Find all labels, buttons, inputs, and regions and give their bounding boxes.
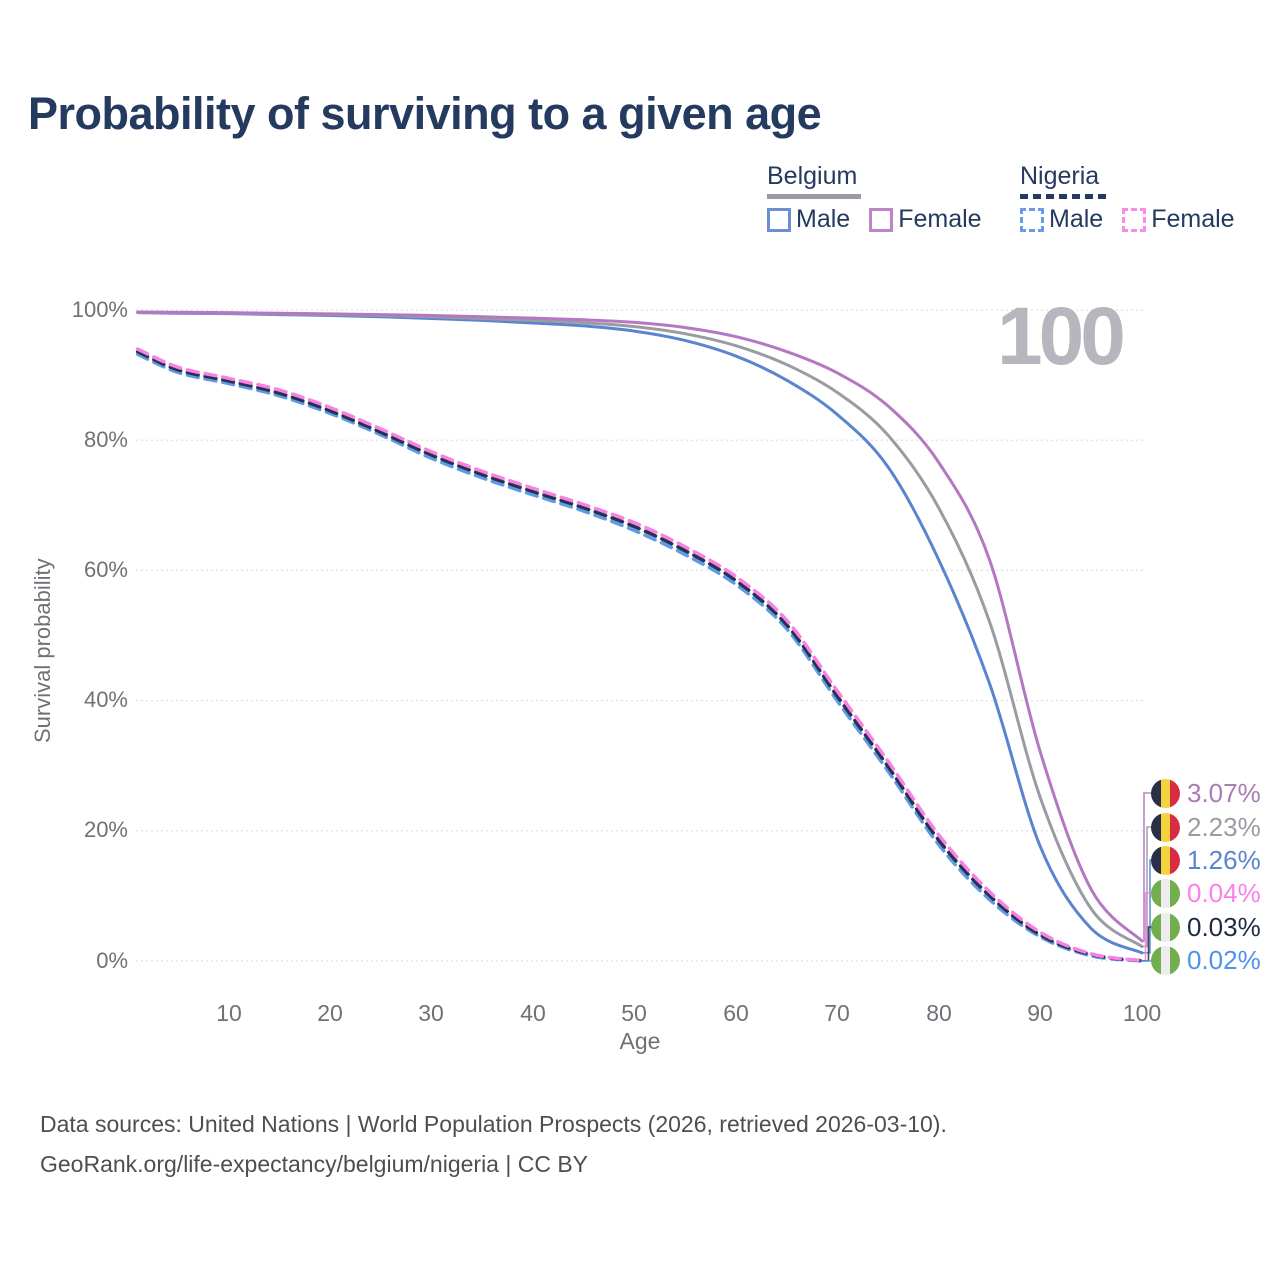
end-label-value: 3.07%: [1187, 777, 1261, 808]
data-source-note: Data sources: United Nations | World Pop…: [40, 1104, 947, 1184]
x-tick: 60: [723, 1000, 749, 1026]
end-label-value: 0.02%: [1187, 944, 1261, 975]
end-label-row: 2.23%: [1151, 811, 1261, 843]
belgium-solid-line-key: [767, 194, 861, 199]
y-tick: 40%: [83, 687, 128, 712]
legend-item-belgium-female[interactable]: Female: [869, 205, 982, 234]
gridlines: [136, 309, 1146, 962]
belgium-female-swatch-icon: [869, 207, 894, 232]
y-tick: 0%: [96, 948, 128, 973]
source-line: Data sources: United Nations | World Pop…: [40, 1111, 947, 1137]
x-tick: 80: [926, 1000, 952, 1026]
legend-label: Female: [1151, 205, 1235, 233]
y-tick: 100%: [71, 297, 128, 322]
nigeria-female-swatch-icon: [1122, 207, 1147, 232]
x-tick: 10: [216, 1000, 242, 1026]
series-line-belgium-total[interactable]: [136, 310, 1144, 948]
legend-item-belgium-male[interactable]: Male: [767, 205, 850, 234]
nigeria-dashed-line-key: [1020, 194, 1106, 199]
page-title: Probability of surviving to a given age: [28, 88, 822, 139]
y-axis-title: Survival probability: [30, 558, 55, 743]
x-tick: 20: [317, 1000, 343, 1026]
end-label-value: 2.23%: [1187, 811, 1261, 842]
legend-item-nigeria-male[interactable]: Male: [1020, 205, 1103, 234]
x-tick: 100: [1122, 1000, 1162, 1026]
x-tick: 90: [1027, 1000, 1053, 1026]
leader-line: [1142, 792, 1152, 942]
x-tick: 50: [621, 1000, 647, 1026]
legend-group-nigeria: Nigeria Male Female: [1020, 162, 1254, 234]
series-line-belgium-female[interactable]: [136, 310, 1144, 943]
series-line-nigeria-total[interactable]: [135, 349, 1144, 963]
end-label-row: 1.26%: [1151, 844, 1261, 876]
x-axis-title: Age: [619, 1028, 661, 1054]
belgium-flag-icon: [1151, 845, 1180, 875]
attribution-line: GeoRank.org/life-expectancy/belgium/nige…: [40, 1151, 589, 1177]
legend-label: Female: [898, 205, 982, 233]
x-tick: 40: [520, 1000, 546, 1026]
series-line-nigeria-female[interactable]: [135, 347, 1144, 963]
series-line-belgium-male[interactable]: [136, 311, 1144, 955]
nigeria-male-swatch-icon: [1020, 207, 1044, 232]
legend-country-nigeria[interactable]: Nigeria: [1020, 162, 1100, 190]
x-tick: 30: [418, 1000, 444, 1026]
y-tick: 20%: [83, 817, 128, 842]
legend-country-belgium[interactable]: Belgium: [767, 162, 858, 190]
legend-group-belgium: Belgium Male Female: [767, 162, 1001, 234]
belgium-flag-icon: [1151, 778, 1180, 808]
belgium-flag-icon: [1151, 812, 1180, 842]
series-lines: [135, 310, 1144, 963]
x-tick: 70: [824, 1000, 850, 1026]
legend-label: Male: [796, 205, 851, 233]
end-label-row: 0.02%: [1151, 944, 1261, 976]
legend-item-nigeria-female[interactable]: Female: [1122, 205, 1235, 234]
nigeria-flag-icon: [1151, 912, 1180, 942]
end-label-value: 1.26%: [1187, 844, 1261, 875]
y-tick: 80%: [83, 427, 128, 452]
age-counter-watermark: 100: [997, 291, 1126, 382]
end-label-value: 0.03%: [1187, 911, 1261, 942]
end-label-row: 3.07%: [1151, 777, 1261, 809]
nigeria-flag-icon: [1151, 945, 1180, 975]
end-label-row: 0.03%: [1151, 911, 1261, 943]
legend-label: Male: [1049, 205, 1104, 233]
end-label-row: 0.04%: [1151, 877, 1261, 909]
leader-line: [1142, 826, 1152, 948]
y-tick: 60%: [83, 557, 128, 582]
nigeria-flag-icon: [1151, 878, 1180, 908]
end-label-value: 0.04%: [1187, 877, 1261, 908]
series-line-nigeria-male[interactable]: [135, 352, 1144, 963]
belgium-male-swatch-icon: [767, 207, 791, 232]
